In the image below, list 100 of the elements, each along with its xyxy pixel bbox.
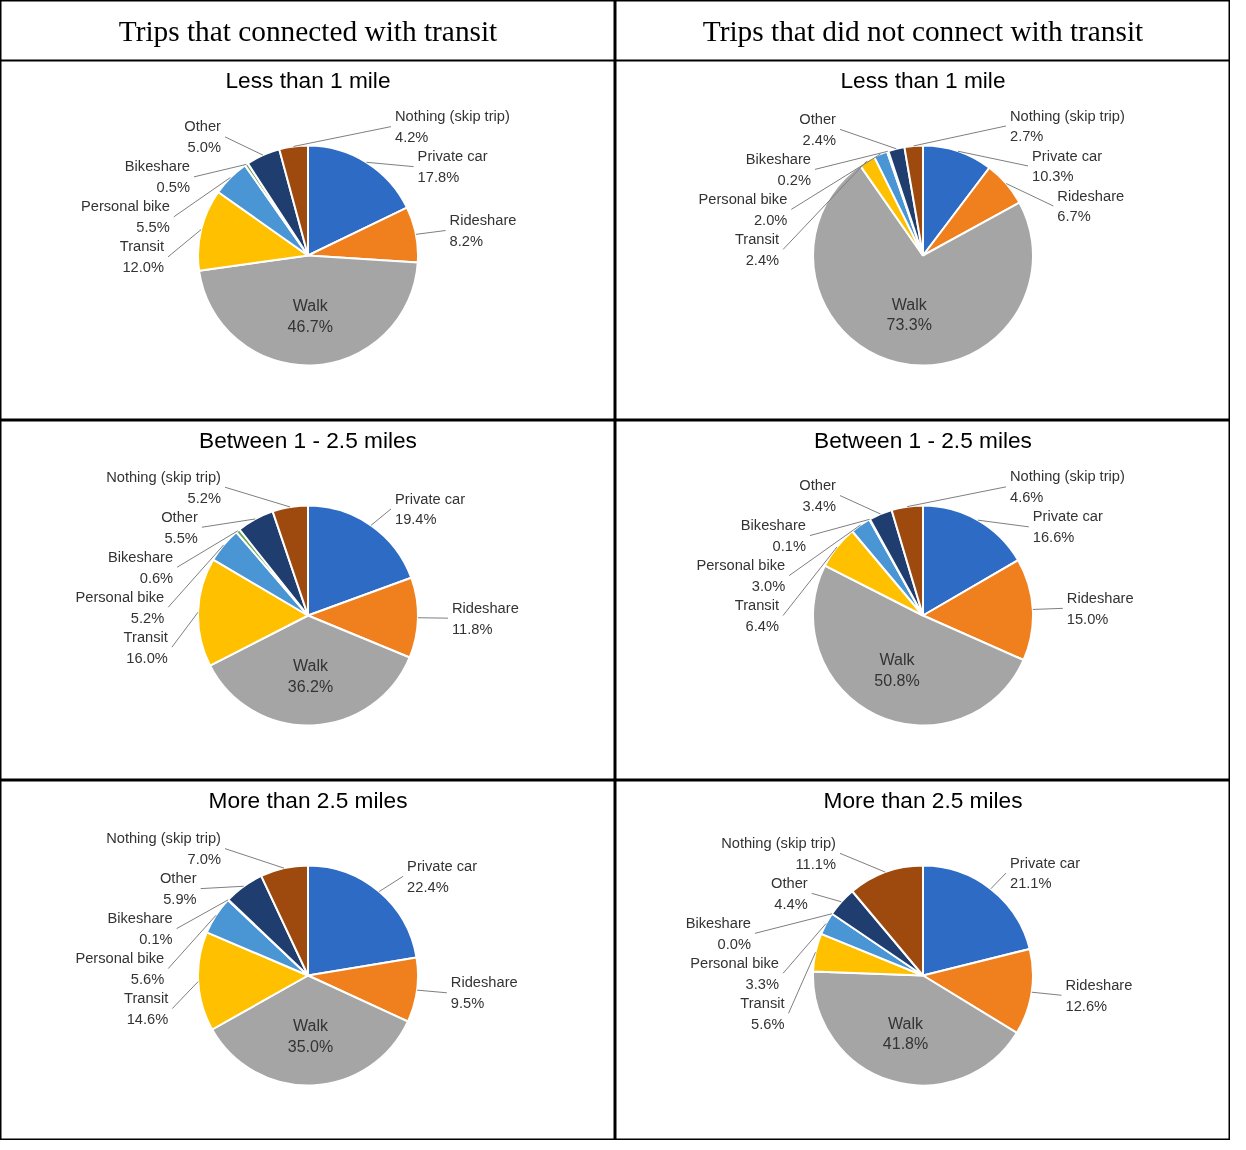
slice-label: Rideshare — [1065, 976, 1133, 993]
slice-label: Walk — [292, 1017, 329, 1035]
data-label: 2.4% — [745, 251, 780, 268]
slice-label: Transit — [734, 230, 780, 247]
slice-label: Nothing (skip trip) — [721, 834, 837, 851]
slice-label: Rideshare — [1057, 187, 1125, 204]
slice-label: Bikeshare — [745, 150, 811, 167]
data-label: 12.0% — [122, 259, 165, 276]
chart-title: More than 2.5 miles — [823, 786, 1023, 813]
data-label: 4.2% — [395, 129, 429, 146]
data-label: 10.3% — [1031, 168, 1074, 185]
slice-label: Transit — [119, 238, 165, 255]
slice-label: Personal bike — [75, 588, 165, 605]
slice-label: Walk — [888, 1014, 925, 1032]
data-label: 11.1% — [795, 855, 837, 872]
slice-label: Personal bike — [698, 190, 788, 207]
data-label: 6.7% — [1057, 208, 1091, 225]
data-label: 6.4% — [745, 617, 779, 634]
data-label: 4.6% — [1010, 489, 1044, 506]
chart-title: Less than 1 mile — [225, 66, 391, 93]
data-label: 41.8% — [882, 1035, 929, 1053]
slice-label: Walk — [891, 295, 928, 313]
chart-title: Between 1 - 2.5 miles — [199, 426, 417, 453]
text: 0.0% — [717, 935, 751, 952]
category-label: Bikeshare — [685, 914, 751, 931]
data-label: 3.4% — [802, 497, 836, 514]
slice-label: Rideshare — [1066, 589, 1134, 606]
slice-label: Personal bike — [690, 954, 780, 971]
slice-label: Personal bike — [696, 557, 786, 574]
data-label: 7.0% — [187, 851, 221, 868]
slice-label: Other — [184, 118, 222, 135]
slice-label: Rideshare — [449, 212, 517, 229]
slice-label: Transit — [123, 990, 169, 1007]
slice-label: Rideshare — [450, 974, 518, 991]
slice-label: Private car — [1010, 854, 1081, 871]
data-label: 0.6% — [139, 569, 174, 586]
chart-title: Less than 1 mile — [840, 66, 1006, 93]
slice-label: Nothing (skip trip) — [1010, 468, 1125, 485]
data-label: 36.2% — [287, 677, 334, 695]
data-label: 73.3% — [886, 316, 932, 334]
data-label: 0.2% — [777, 171, 811, 188]
slice-label: Transit — [740, 994, 785, 1011]
data-label: 0.1% — [772, 537, 806, 554]
chart-title: More than 2.5 miles — [208, 786, 408, 813]
data-label: 11.8% — [451, 620, 493, 637]
data-label: 14.6% — [126, 1011, 169, 1028]
data-label: 5.2% — [130, 609, 165, 626]
slice-label: Private car — [417, 148, 488, 165]
data-label: 50.8% — [874, 671, 920, 689]
slice-label: Bikeshare — [107, 910, 173, 927]
data-label: 19.4% — [395, 511, 437, 528]
slice-label: Private car — [395, 490, 466, 507]
slice-label: Transit — [123, 628, 168, 645]
slice-label: Rideshare — [451, 599, 519, 616]
data-label: 22.4% — [407, 878, 449, 895]
chart-title: Between 1 - 2.5 miles — [814, 426, 1032, 453]
data-label: 5.5% — [136, 219, 170, 236]
slice-label: Private car — [1031, 147, 1103, 164]
slice-label: Nothing (skip trip) — [395, 108, 510, 125]
data-label: 5.2% — [187, 489, 221, 506]
data-label: 2.7% — [1010, 128, 1044, 145]
slice-label: Private car — [1032, 508, 1103, 525]
data-label: 0.5% — [156, 179, 190, 196]
slice-label: Nothing (skip trip) — [1010, 107, 1125, 124]
slice-label: Nothing (skip trip) — [106, 830, 222, 847]
slice-label: Personal bike — [80, 198, 170, 215]
slice-label: Bikeshare — [124, 158, 190, 175]
data-label: 2.0% — [753, 211, 788, 228]
slice-label: Bikeshare — [107, 548, 174, 565]
data-label: 35.0% — [287, 1037, 334, 1055]
data-label: 21.1% — [1010, 875, 1052, 892]
data-label: 8.2% — [449, 232, 484, 249]
data-label: 4.4% — [774, 895, 808, 912]
slice-label: Other — [161, 508, 198, 525]
data-label: 9.5% — [450, 995, 485, 1012]
data-label: 5.6% — [751, 1015, 785, 1032]
data-label: 15.0% — [1066, 610, 1109, 627]
slice-label: Walk — [292, 297, 329, 315]
data-label: 2.4% — [802, 131, 836, 148]
data-label: 17.8% — [417, 169, 460, 186]
data-label: 3.0% — [751, 577, 786, 594]
slice-label: Walk — [292, 657, 329, 675]
data-label: 5.9% — [163, 891, 197, 908]
slice-label: Private car — [407, 857, 478, 874]
slice-label: Other — [159, 870, 197, 887]
slice-label: Walk — [879, 651, 916, 669]
data-label: 16.6% — [1032, 529, 1075, 546]
data-label: 12.6% — [1065, 997, 1108, 1014]
slice-label: Other — [799, 110, 837, 127]
data-label: 5.5% — [164, 529, 198, 546]
data-label: 5.6% — [130, 971, 165, 988]
slice-label: Other — [799, 477, 837, 494]
data-label: 46.7% — [287, 317, 333, 335]
slice-label: Personal bike — [75, 950, 165, 967]
slice-label: Bikeshare — [740, 517, 806, 534]
slice-label: Other — [771, 874, 808, 891]
data-label: 0.1% — [139, 931, 173, 948]
slice-label: Nothing (skip trip) — [106, 468, 222, 485]
data-label: 3.3% — [745, 975, 780, 992]
chart-subtitle: Trips that did not connect with transit — [702, 14, 1144, 47]
